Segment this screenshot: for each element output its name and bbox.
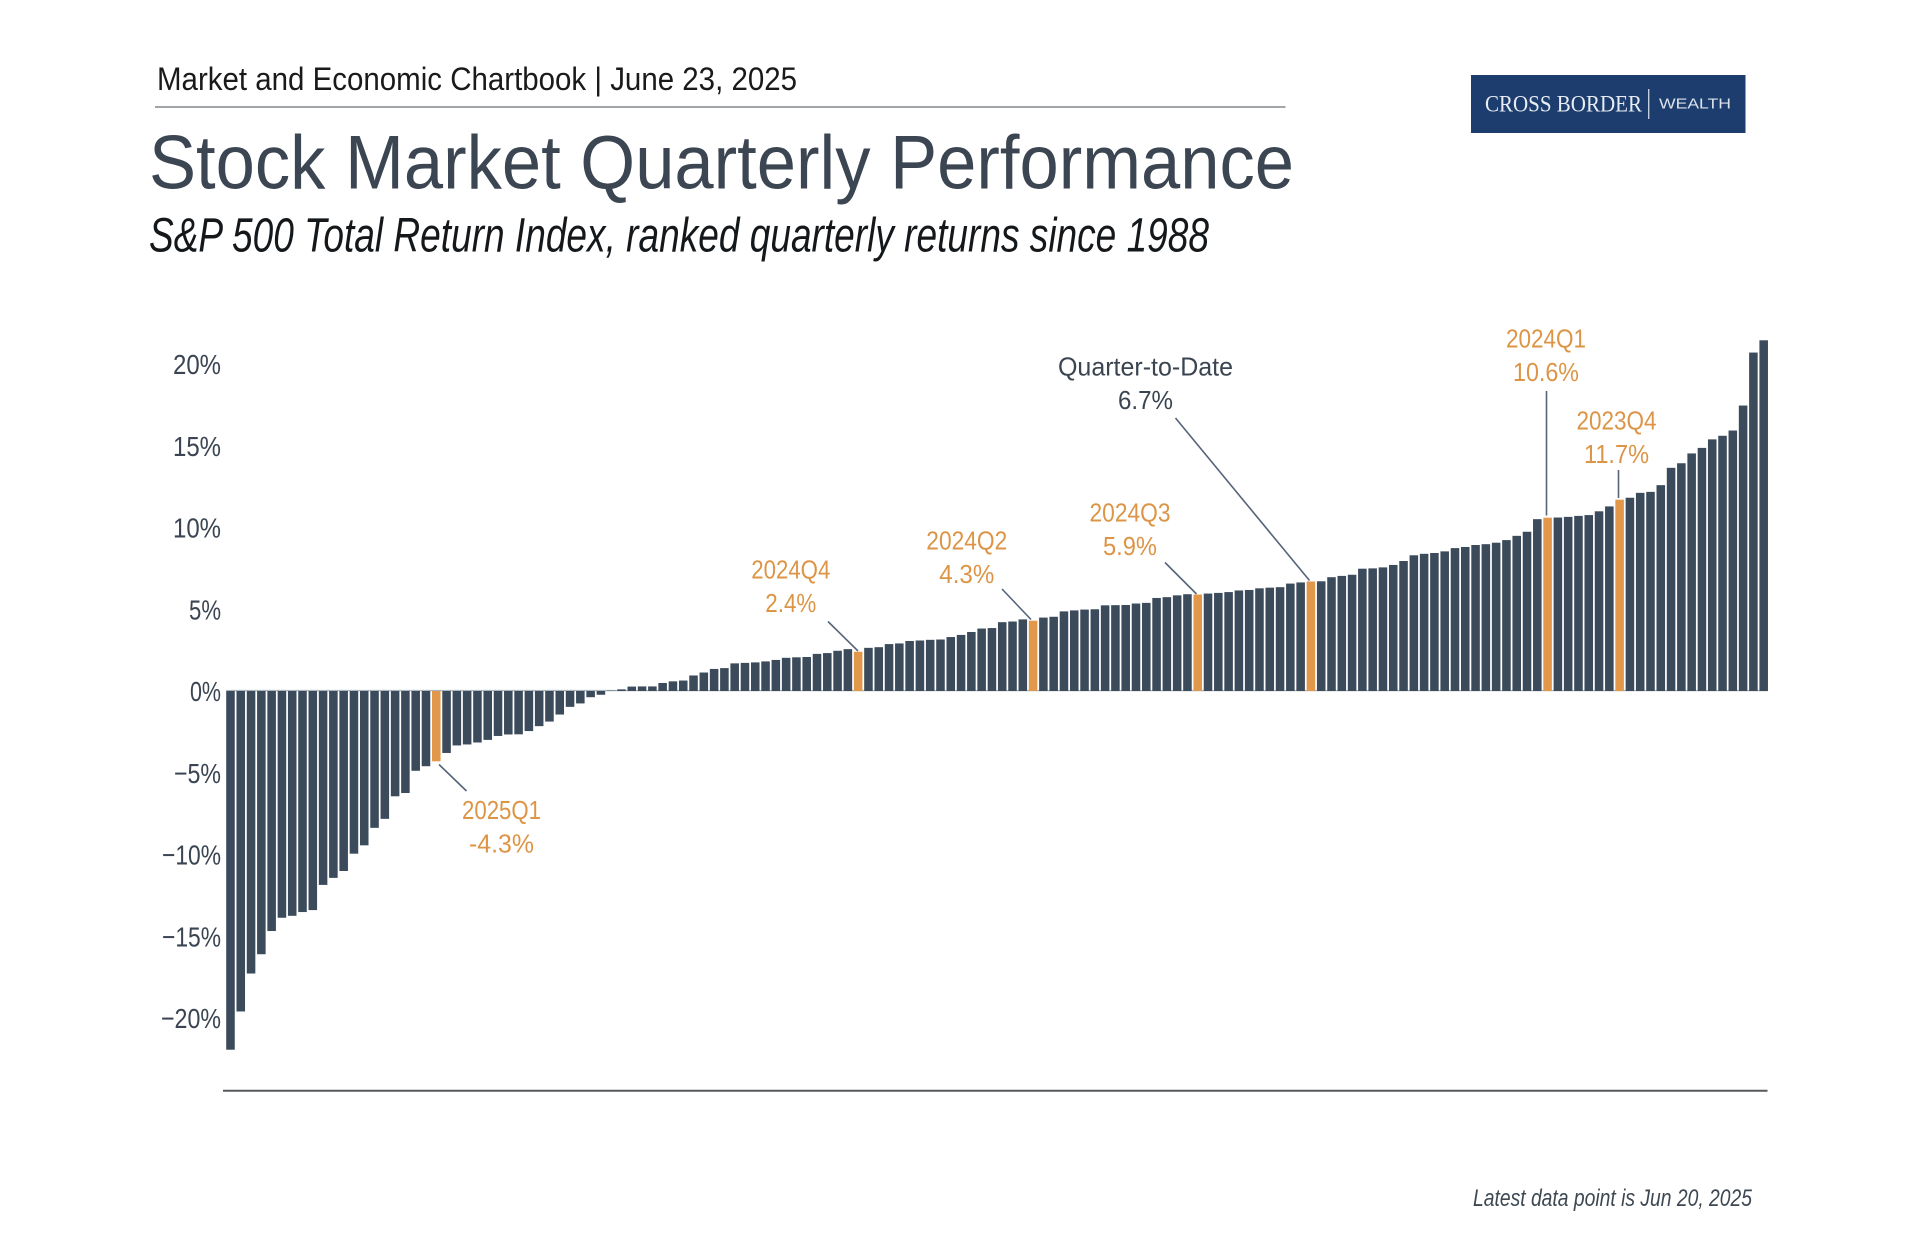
svg-text:2.4%: 2.4% [765,588,816,618]
svg-text:15%: 15% [173,431,221,462]
svg-text:Stock Market Quarterly Perform: Stock Market Quarterly Performance [149,121,1294,206]
svg-text:−5%: −5% [174,758,221,789]
svg-text:5%: 5% [189,595,221,626]
svg-text:10%: 10% [173,513,221,544]
svg-text:5.9%: 5.9% [1103,531,1157,561]
svg-text:4.3%: 4.3% [939,559,994,589]
svg-text:2023Q4: 2023Q4 [1577,406,1657,436]
svg-text:WEALTH: WEALTH [1659,97,1731,113]
svg-text:2024Q1: 2024Q1 [1506,324,1586,354]
svg-text:2025Q1: 2025Q1 [462,795,541,825]
svg-text:-4.3%: -4.3% [469,829,534,859]
svg-text:Quarter-to-Date: Quarter-to-Date [1058,352,1233,382]
svg-text:Market and Economic Chartbook: Market and Economic Chartbook | June 23,… [157,61,797,97]
svg-text:10.6%: 10.6% [1513,357,1579,387]
svg-text:6.7%: 6.7% [1118,385,1173,415]
svg-text:Latest data point is Jun 20, 2: Latest data point is Jun 20, 2025 [1473,1185,1752,1212]
svg-text:2024Q3: 2024Q3 [1090,498,1171,528]
svg-text:CROSS BORDER: CROSS BORDER [1485,92,1643,117]
svg-text:−10%: −10% [162,840,221,871]
svg-text:2024Q2: 2024Q2 [926,526,1007,556]
svg-text:S&P 500 Total Return Index, ra: S&P 500 Total Return Index, ranked quart… [149,210,1209,263]
svg-text:20%: 20% [173,349,221,380]
svg-text:2024Q4: 2024Q4 [751,555,830,585]
svg-text:11.7%: 11.7% [1584,439,1649,469]
svg-text:−20%: −20% [161,1003,221,1034]
svg-text:0%: 0% [190,676,221,707]
svg-text:−15%: −15% [162,922,221,953]
